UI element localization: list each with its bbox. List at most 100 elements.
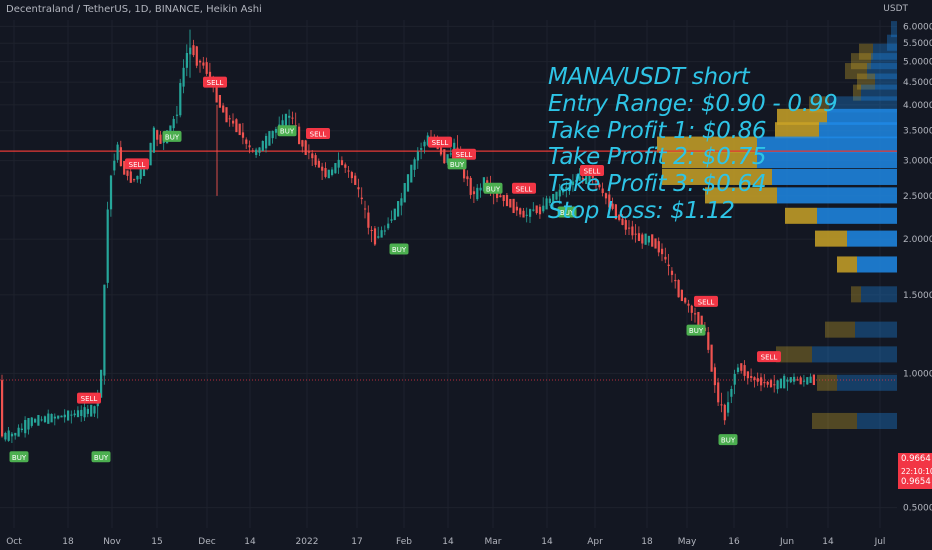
- candle-body: [156, 130, 159, 140]
- candle-body: [565, 186, 568, 190]
- candle-body: [149, 142, 152, 166]
- x-axis-tick-label: Feb: [396, 537, 412, 547]
- candle-body: [390, 219, 393, 221]
- candle-body: [647, 235, 650, 243]
- x-axis-tick-label: Jun: [779, 537, 794, 547]
- volume-profile-bar-blue: [837, 374, 897, 391]
- signal-buy-text: BUY: [560, 209, 575, 217]
- candle-body: [136, 175, 139, 180]
- candle-body: [568, 185, 571, 187]
- volume-profile-bar-blue: [757, 152, 897, 169]
- signal-sell-label: [580, 165, 604, 177]
- x-axis-tick-label: Dec: [198, 537, 215, 547]
- signal-buy-label: [277, 125, 297, 137]
- candle-body: [736, 367, 740, 372]
- candle-body: [119, 147, 122, 167]
- candle-body: [284, 113, 287, 127]
- candle-body: [4, 432, 7, 440]
- x-axis-tick-label: 14: [541, 537, 553, 547]
- candle-body: [373, 228, 377, 245]
- annotation-line: Take Profit 2: $0.75: [548, 144, 767, 171]
- volume-profile-bar-gold: [662, 152, 757, 169]
- candle-body: [30, 417, 33, 426]
- volume-profile-bar-gold: [825, 321, 855, 338]
- volume-profile-bar-gold: [705, 187, 777, 204]
- candle-body: [793, 376, 796, 382]
- candle-body: [241, 132, 245, 138]
- candle-body: [796, 379, 799, 381]
- candle-body: [90, 404, 93, 417]
- candle-body: [618, 214, 621, 220]
- annotation-line: Entry Range: $0.90 - 0.99: [548, 90, 838, 117]
- volume-profile-bar-gold: [785, 207, 817, 224]
- candle-body: [370, 229, 373, 231]
- x-axis-tick-label: Nov: [103, 537, 121, 547]
- volume-profile-bar-gold: [815, 230, 847, 247]
- y-axis-tick-label: 5.0000: [903, 58, 932, 68]
- candle-body: [133, 179, 136, 181]
- candle-body: [274, 129, 278, 133]
- candle-body: [680, 289, 683, 302]
- candle-body: [27, 417, 30, 430]
- candle-body: [10, 433, 14, 437]
- candle-body: [802, 380, 806, 382]
- signal-buy-text: BUY: [450, 161, 465, 169]
- candle-body: [694, 313, 697, 315]
- volume-profile-bar-blue: [855, 321, 897, 338]
- candle-body: [585, 174, 588, 185]
- candle-body: [670, 270, 674, 275]
- candle-body: [185, 52, 188, 68]
- volume-profile-bar-blue: [857, 256, 897, 273]
- signal-buy-text: BUY: [721, 437, 736, 445]
- candle-body: [357, 187, 360, 190]
- candle-body: [588, 170, 591, 182]
- candle-body: [479, 187, 482, 191]
- candle-body: [687, 303, 690, 306]
- candle-body: [799, 377, 802, 385]
- signal-sell-text: SELL: [129, 161, 146, 169]
- signal-buy-label: [718, 434, 738, 446]
- candle-body: [522, 210, 525, 218]
- candle-body: [789, 377, 792, 383]
- x-axis-tick-label: 14: [244, 537, 256, 547]
- volume-profile-bar-blue: [873, 43, 897, 60]
- volume-profile-bar-gold: [657, 136, 757, 153]
- candle-body: [763, 382, 766, 384]
- candle-body: [100, 369, 103, 398]
- candle-body: [525, 214, 528, 216]
- candle-body: [116, 144, 119, 160]
- candle-body: [499, 195, 502, 198]
- x-axis-tick-label: 14: [822, 537, 834, 547]
- candle-body: [743, 365, 746, 376]
- y-axis-tick-label: 4.0000: [903, 101, 932, 111]
- candle-body: [519, 208, 522, 215]
- candle-body: [769, 380, 773, 388]
- candle-body: [591, 174, 594, 178]
- candle-body: [367, 212, 370, 228]
- candle-body: [512, 198, 515, 214]
- candle-body: [657, 241, 660, 253]
- signal-buy-text: BUY: [486, 185, 501, 193]
- candle-body: [466, 176, 469, 180]
- y-axis-tick-label: 2.0000: [903, 235, 932, 245]
- candle-body: [179, 83, 182, 116]
- candle-body: [393, 208, 396, 221]
- volume-profile-bar-gold: [851, 53, 871, 70]
- candle-body: [380, 230, 383, 238]
- candle-body: [205, 62, 208, 74]
- candle-body: [624, 220, 627, 230]
- volume-profile-bar-gold: [857, 73, 875, 90]
- signal-sell-label: [306, 128, 330, 140]
- volume-profile-bar-blue: [861, 84, 897, 101]
- candle-body: [208, 71, 212, 79]
- candle-body: [720, 404, 723, 406]
- candle-body: [139, 168, 142, 180]
- candle-body: [350, 172, 353, 179]
- candle-body: [812, 374, 815, 386]
- candle-body: [690, 305, 693, 313]
- candle-body: [548, 198, 551, 203]
- volume-profile-bar-gold: [817, 374, 837, 391]
- volume-profile-bar-blue: [757, 136, 897, 153]
- candle-body: [733, 373, 736, 385]
